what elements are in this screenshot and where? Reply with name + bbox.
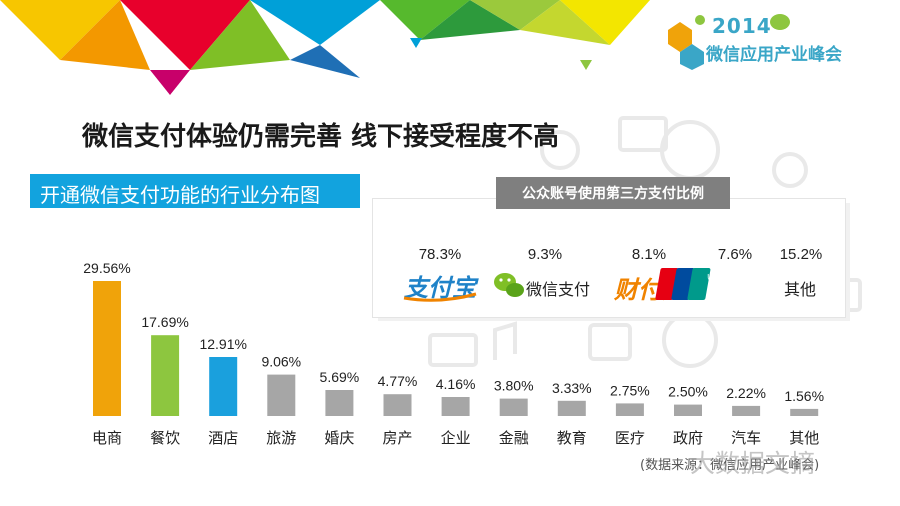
category-label-3: 旅游: [266, 429, 296, 447]
data-source: (数据来源：微信应用产业峰会): [640, 458, 820, 473]
payment-pct-tenpay: 8.1%: [631, 246, 667, 263]
bar-value-label-6: 4.16%: [436, 376, 476, 392]
chart-title-banner: [30, 174, 360, 208]
bar-0: [93, 281, 121, 416]
category-label-8: 教育: [557, 429, 587, 447]
category-label-0: 电商: [92, 429, 122, 447]
bar-value-label-11: 2.22%: [726, 385, 766, 401]
payment-pct-other: 15.2%: [779, 246, 823, 263]
category-label-1: 餐饮: [150, 429, 180, 447]
bar-2: [209, 357, 238, 416]
category-label-6: 企业: [441, 429, 471, 447]
payment-pct-alipay: 78.3%: [418, 246, 462, 263]
category-label-12: 其他: [789, 429, 819, 447]
page-title: 微信支付体验仍需完善 线下接受程度不高: [82, 122, 560, 152]
bar-8: [557, 400, 586, 416]
bar-value-label-1: 17.69%: [141, 314, 188, 330]
bar-4: [325, 390, 354, 416]
decorative-triangles: [0, 0, 650, 95]
bar-value-label-4: 5.69%: [320, 369, 360, 385]
wechat-pay-label: 微信支付: [526, 280, 591, 299]
category-label-9: 医疗: [615, 429, 645, 447]
logo-year: 2014: [712, 14, 772, 38]
category-label-4: 婚庆: [324, 429, 354, 447]
bar-value-label-7: 3.80%: [494, 378, 534, 394]
logo-text: 微信应用产业峰会: [706, 45, 842, 65]
bar-value-label-12: 1.56%: [784, 388, 824, 404]
payment-share-header: [496, 177, 730, 209]
bar-value-label-0: 29.56%: [83, 260, 130, 276]
category-label-7: 金融: [499, 429, 529, 447]
chart-title: 开通微信支付功能的行业分布图: [40, 183, 320, 207]
bar-value-label-5: 4.77%: [378, 373, 418, 389]
payment-share-title: 公众账号使用第三方支付比例: [522, 186, 704, 202]
bar-value-label-3: 9.06%: [261, 354, 301, 370]
bar-10: [674, 404, 702, 416]
category-label-10: 政府: [673, 429, 703, 447]
bar-3: [267, 374, 296, 416]
bar-value-label-8: 3.33%: [552, 380, 592, 396]
bar-7: [499, 398, 528, 416]
logo-mark: [668, 14, 790, 70]
bar-9: [615, 403, 644, 416]
payment-pct-unionpay: 7.6%: [717, 246, 753, 263]
bar-5: [383, 394, 412, 416]
category-label-11: 汽车: [731, 429, 761, 447]
watermark: 大数据文摘: [690, 449, 816, 478]
category-label-2: 酒店: [208, 429, 238, 447]
unionpay-logo: UnionPay 银联: [707, 273, 755, 293]
bar-value-label-10: 2.50%: [668, 384, 708, 400]
bar-1: [151, 335, 180, 416]
bar-value-label-9: 2.75%: [610, 382, 650, 398]
other-payment-label: 其他: [784, 280, 817, 299]
payment-pct-wechat: 9.3%: [527, 246, 563, 263]
bar-11: [732, 405, 761, 416]
bar-6: [441, 397, 470, 416]
category-label-5: 房产: [382, 429, 412, 447]
bar-12: [790, 408, 819, 416]
bar-value-label-2: 12.91%: [199, 336, 246, 352]
